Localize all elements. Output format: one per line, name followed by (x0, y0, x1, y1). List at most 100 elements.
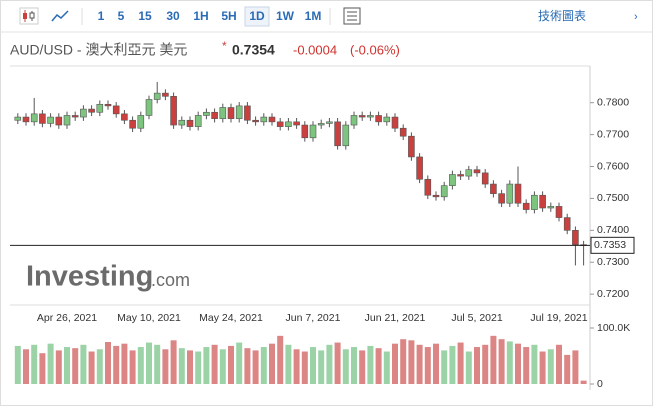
volume-bar (137, 347, 144, 384)
candle-body (498, 193, 505, 204)
volume-bar (187, 350, 193, 384)
candle-body (88, 108, 95, 113)
volume-bar (572, 350, 579, 384)
volume-bar (96, 349, 103, 384)
volume-bar (531, 344, 538, 384)
chevron[interactable]: › (634, 11, 638, 23)
volume-bar (424, 347, 431, 384)
volume-bar (498, 339, 505, 384)
interval-button[interactable]: 30 (166, 9, 180, 23)
candle-body (112, 105, 120, 115)
volume-bar (326, 344, 333, 384)
volume-bar (72, 348, 79, 384)
volume-bar (301, 351, 308, 384)
candle-body (465, 169, 473, 177)
candle-body (367, 115, 374, 118)
settings-icon[interactable] (343, 7, 361, 25)
volume-bar (88, 351, 95, 384)
interval-button[interactable]: 1 (98, 9, 105, 23)
candle-body (375, 115, 382, 123)
candle-body (424, 178, 432, 196)
candle-body (506, 183, 514, 204)
candle-body (490, 183, 497, 194)
candle-body (563, 217, 571, 231)
x-tick-label: Jul 19, 2021 (530, 312, 587, 324)
candle-body (252, 119, 259, 123)
interval-button[interactable]: 1D (249, 9, 265, 23)
interval-button[interactable]: 15 (138, 9, 152, 23)
candle-body (457, 174, 464, 177)
candle-body (186, 119, 194, 127)
volume-bar (449, 345, 456, 384)
volume-bar (400, 339, 407, 384)
volume-bar (441, 350, 448, 384)
icon-box[interactable] (19, 7, 39, 25)
candle-body (170, 96, 177, 126)
candle-body (178, 119, 186, 126)
volume-bar (310, 347, 316, 384)
candle-body (539, 194, 546, 209)
volume-bar (203, 347, 210, 384)
volume-bar (23, 349, 29, 384)
y-tick-label: 0.7500 (597, 192, 629, 204)
candle-icon[interactable] (19, 7, 39, 25)
volume-bar (465, 351, 472, 384)
volume-bar (170, 340, 177, 384)
volume-bar (506, 341, 513, 384)
x-tick-label: May 24, 2021 (199, 312, 263, 324)
interval-button[interactable]: 5 (118, 9, 125, 23)
candle-body (432, 194, 440, 198)
x-tick-label: Jun 7, 2021 (286, 312, 341, 324)
volume-bar (285, 344, 292, 384)
volume-bar (252, 350, 259, 384)
interval-selected (244, 6, 270, 27)
logo: Investing .com (26, 261, 190, 293)
volume-bar (219, 349, 226, 384)
volume-bar (146, 342, 152, 384)
candle-body (293, 121, 300, 126)
interval-button[interactable]: 1H (193, 9, 208, 23)
candle-body (342, 124, 350, 147)
volume-bar (556, 344, 562, 384)
volume-tick-label: 0 (597, 378, 603, 390)
candle-body (39, 113, 46, 124)
candle-body (547, 206, 555, 209)
x-tick-label: Jun 21, 2021 (365, 312, 426, 324)
interval-button[interactable]: 1M (305, 9, 322, 23)
candle-body (285, 121, 292, 127)
candle-body (104, 103, 112, 107)
volume-bar (47, 343, 54, 384)
volume-bar (178, 348, 185, 384)
interval-button[interactable]: 1W (276, 9, 295, 23)
line-icon[interactable] (51, 10, 69, 22)
candle-body (211, 111, 218, 119)
candle-body (358, 115, 366, 118)
y-tick-label: 0.7300 (597, 256, 629, 268)
volume-bar (113, 345, 120, 384)
volume-bar (121, 343, 128, 384)
volume-bar (564, 354, 571, 384)
volume-bar (408, 340, 415, 384)
candle-body (383, 116, 391, 123)
candle-body (334, 121, 341, 147)
candle-body (55, 116, 63, 126)
y-tick-label: 0.7400 (597, 224, 629, 236)
symbol: AUD/USD - 澳大利亞元 美元 (10, 42, 187, 58)
tech-chart-link[interactable]: 技術圖表 (538, 9, 586, 23)
volume-bar (318, 350, 325, 384)
volume-bar (236, 342, 243, 384)
last-price-box (590, 236, 635, 254)
x-tick-label: May 10, 2021 (117, 312, 181, 324)
volume-bar (105, 342, 111, 384)
candle-body (473, 169, 481, 174)
volume-bar (457, 342, 464, 384)
candle-body (555, 206, 563, 218)
candle-body (96, 103, 104, 113)
candle-body (449, 174, 456, 186)
candle-body (531, 194, 538, 210)
volume-bar (293, 349, 300, 384)
volume-bar (392, 343, 398, 384)
interval-button[interactable]: 5H (221, 9, 236, 23)
candle-body (145, 99, 153, 116)
logo-brand: Investing (26, 261, 153, 293)
